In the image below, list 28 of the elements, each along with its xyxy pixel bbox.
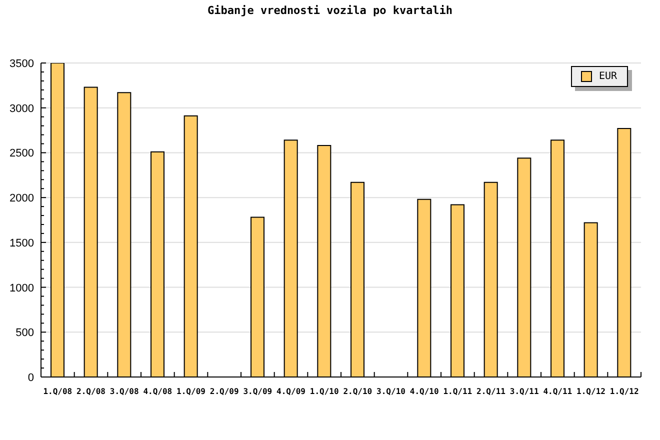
- x-tick-label: 1.Q/11: [443, 387, 472, 396]
- x-tick-label: 2.Q/09: [210, 387, 239, 396]
- y-tick-label: 2500: [10, 148, 34, 160]
- x-tick-label: 4.Q/10: [410, 387, 439, 396]
- x-tick-label: 3.Q/09: [243, 387, 272, 396]
- x-tick-label: 2.Q/08: [76, 387, 106, 396]
- x-tick-label: 2.Q/11: [476, 387, 506, 396]
- x-tick-label: 1.Q/09: [176, 387, 206, 396]
- chart-title: Gibanje vrednosti vozila po kvartalih: [206, 4, 454, 17]
- x-tick-label: 1.Q/10: [310, 387, 339, 396]
- x-tick-label: 1.Q/12: [576, 387, 606, 396]
- x-tick-label: 2.Q/10: [343, 387, 372, 396]
- x-tick-label: 3.Q/10: [376, 387, 406, 396]
- x-tick-label: 4.Q/09: [276, 387, 306, 396]
- y-tick-label: 2000: [10, 192, 34, 205]
- y-tick-label: 1000: [10, 282, 34, 294]
- y-tick-label: 3500: [10, 58, 34, 70]
- x-tick-label: 1.Q/12: [610, 387, 639, 396]
- legend-label: EUR: [599, 71, 618, 82]
- y-tick-label: 1500: [10, 237, 34, 250]
- y-tick-label: 500: [16, 327, 34, 340]
- x-tick-label: 3.Q/08: [110, 387, 139, 396]
- x-tick-label: 3.Q/11: [510, 387, 539, 396]
- x-tick-label: 1.Q/08: [43, 387, 72, 396]
- x-tick-label: 4.Q/11: [543, 387, 572, 396]
- y-tick-label: 0: [28, 372, 34, 384]
- x-tick-label: 4.Q/08: [143, 387, 172, 396]
- y-tick-label: 3000: [10, 102, 34, 115]
